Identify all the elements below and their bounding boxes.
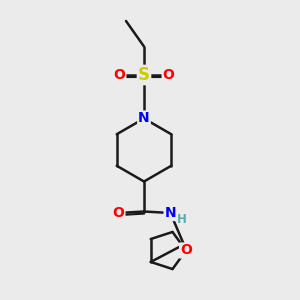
Text: N: N [165, 206, 176, 220]
Text: O: O [180, 244, 192, 257]
Text: O: O [163, 68, 175, 82]
Text: O: O [113, 68, 125, 82]
Text: O: O [112, 206, 124, 220]
Text: S: S [138, 66, 150, 84]
Text: N: N [138, 112, 150, 125]
Text: H: H [177, 213, 187, 226]
